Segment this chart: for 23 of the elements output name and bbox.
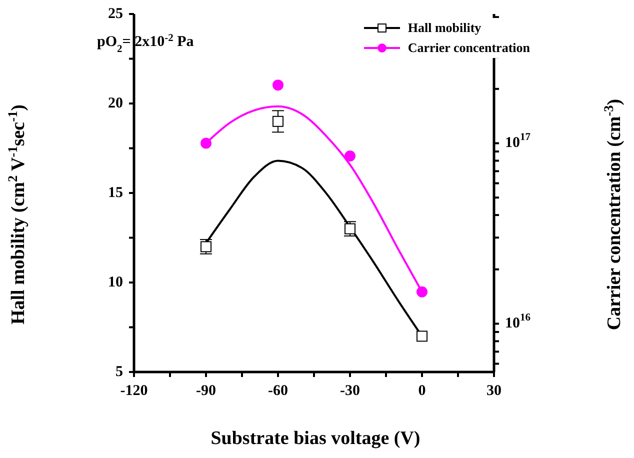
x-tick-label: 0 bbox=[418, 383, 426, 399]
y-tick-label: 20 bbox=[108, 96, 123, 112]
y2-tick-label: 10$^{17}$ bbox=[505, 132, 530, 152]
x-axis-title: Substrate bias voltage (V) bbox=[210, 428, 420, 449]
legend-label: Carrier concentration bbox=[408, 40, 530, 56]
y-tick-label: 10 bbox=[108, 274, 123, 290]
x-tick-label: -30 bbox=[340, 383, 360, 399]
point bbox=[200, 138, 212, 149]
point bbox=[416, 330, 428, 342]
annotation: pO$_{2}$= 2x10$^{-2}$ Pa bbox=[97, 32, 194, 54]
x-tick-label: 30 bbox=[486, 383, 502, 399]
point bbox=[272, 80, 284, 91]
legend-label: Hall mobility bbox=[408, 20, 482, 36]
x-tick-label: -60 bbox=[268, 383, 288, 399]
y2-tick-label: 10$^{16}$ bbox=[505, 312, 530, 332]
point bbox=[344, 150, 356, 162]
y-tick-label: 5 bbox=[116, 364, 123, 380]
x-tick-label: -90 bbox=[196, 383, 216, 399]
x-tick-label: -120 bbox=[120, 383, 148, 399]
y-tick-label: 25 bbox=[108, 6, 123, 22]
y-tick-label: 15 bbox=[108, 185, 123, 201]
point bbox=[272, 116, 284, 127]
point bbox=[416, 286, 428, 298]
